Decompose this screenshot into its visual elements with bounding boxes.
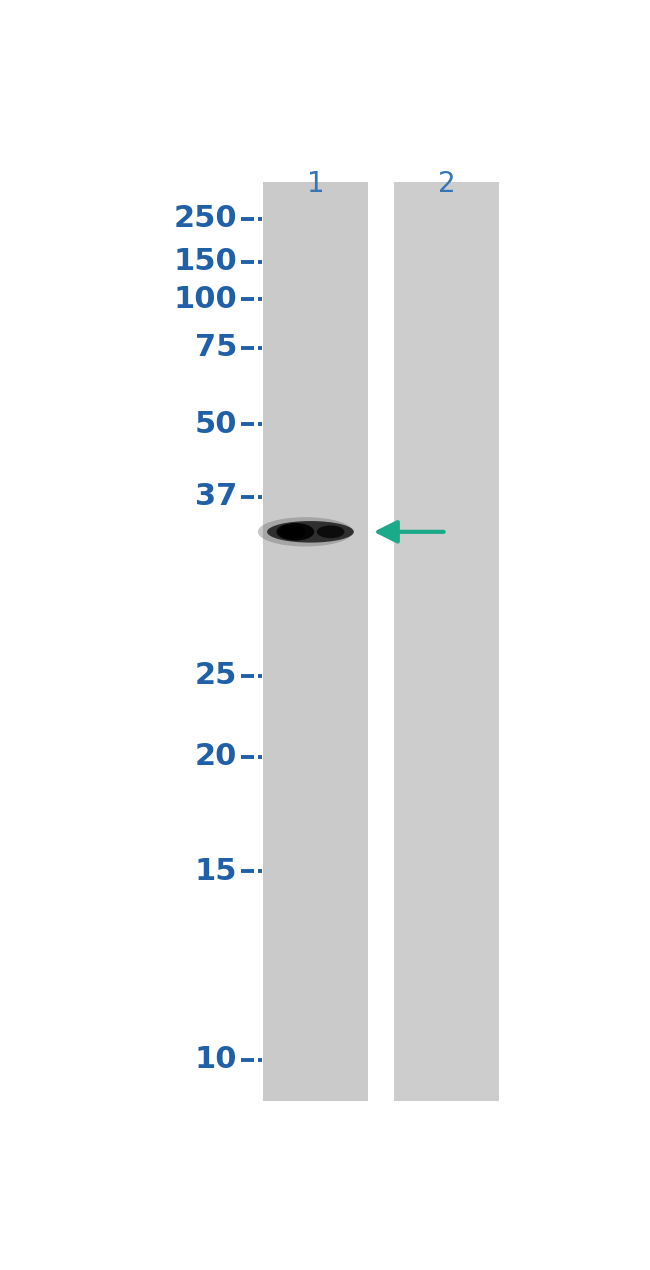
Text: 20: 20: [195, 742, 237, 771]
Bar: [263, 182, 369, 1101]
Text: 50: 50: [195, 410, 237, 438]
Text: 25: 25: [195, 662, 237, 690]
Ellipse shape: [280, 525, 305, 538]
Ellipse shape: [258, 517, 353, 546]
Text: 250: 250: [174, 204, 237, 234]
Text: 10: 10: [195, 1045, 237, 1074]
Text: 1: 1: [307, 170, 324, 198]
Ellipse shape: [267, 521, 354, 542]
Bar: [393, 182, 499, 1101]
Ellipse shape: [317, 526, 345, 538]
Text: 75: 75: [195, 334, 237, 362]
Text: 150: 150: [174, 248, 237, 277]
Text: 100: 100: [174, 284, 237, 314]
Text: 2: 2: [437, 170, 455, 198]
Text: 37: 37: [195, 483, 237, 511]
Text: 15: 15: [195, 857, 237, 885]
Ellipse shape: [276, 523, 314, 541]
